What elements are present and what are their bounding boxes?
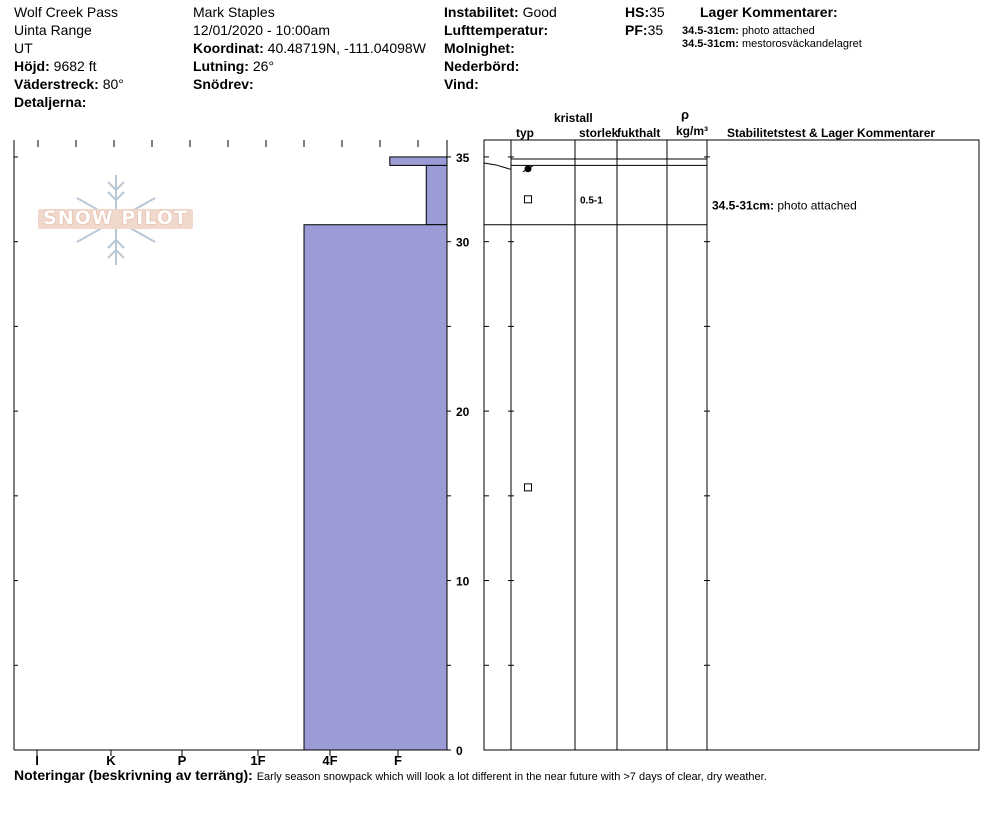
hardness-label-P: P <box>178 753 187 768</box>
layer-comments-title: Lager Kommentarer: <box>700 4 838 20</box>
col-size: storlek <box>579 126 619 140</box>
depth-label-30: 30 <box>456 236 470 250</box>
stability-comment-0: 34.5-31cm: photo attached <box>712 198 857 212</box>
layer-bar-2 <box>303 224 448 751</box>
drift: Snödrev: <box>193 76 254 92</box>
slope: Lutning: 26° <box>193 58 274 74</box>
range: Uinta Range <box>14 22 92 38</box>
coord-value: 40.48719N, -111.04098W <box>267 40 426 56</box>
slope-value: 26° <box>252 58 275 74</box>
notes-label: Noteringar (beskrivning av terräng): <box>14 767 253 783</box>
stability: Instabilitet: Good <box>444 4 557 20</box>
elevation-value: 9682 ft <box>53 58 97 74</box>
hs-value: 35 <box>649 4 665 20</box>
hardness-label-I: I <box>35 753 39 768</box>
layer-bar-1 <box>425 164 448 226</box>
notes-text: Early season snowpack which will look a … <box>256 771 767 783</box>
elevation: Höjd: 9682 ft <box>14 58 96 74</box>
hardness-label-1F: 1F <box>250 753 265 768</box>
hs: HS:35 <box>625 4 665 20</box>
col-type: typ <box>516 126 534 140</box>
pf: PF:35 <box>625 22 663 38</box>
aspect-label: Väderstreck: <box>14 76 99 92</box>
depth-label-10: 10 <box>456 575 470 589</box>
airtemp-label: Lufttemperatur: <box>444 22 549 38</box>
logo-text: SNOW PILOT <box>43 207 188 229</box>
wind: Vind: <box>444 76 479 92</box>
hs-label: HS: <box>625 4 650 20</box>
col-crystal: kristall <box>554 111 593 125</box>
layer-comment-1: 34.5-31cm: photo attached <box>682 25 815 38</box>
stability-comment-range: 34.5-31cm: <box>712 198 777 212</box>
layer-comment-1-text: photo attached <box>741 25 815 37</box>
air-temp: Lufttemperatur: <box>444 22 548 38</box>
coordinates: Koordinat: 40.48719N, -111.04098W <box>193 40 426 56</box>
layer-comment-2: 34.5-31cm: mestorosväckandelagret <box>682 38 862 51</box>
col-density-unit: kg/m³ <box>676 124 709 138</box>
slope-label: Lutning: <box>193 58 249 74</box>
elevation-label: Höjd: <box>14 58 50 74</box>
coord-label: Koordinat: <box>193 40 264 56</box>
col-moisture: fukthalt <box>617 126 661 140</box>
col-density-symbol: ρ <box>681 107 690 122</box>
layer-comment-2-text: mestorosväckandelagret <box>741 38 862 50</box>
observer: Mark Staples <box>193 4 275 20</box>
stability-comment-text: photo attached <box>777 198 856 212</box>
pf-label: PF: <box>625 22 648 38</box>
depth-label-0: 0 <box>456 744 463 758</box>
stability-value: Good <box>522 4 557 20</box>
layer-connector-top <box>483 162 512 170</box>
depth-label-20: 20 <box>456 405 470 419</box>
grain-square-icon <box>524 483 532 492</box>
drift-label: Snödrev: <box>193 76 254 92</box>
col-stability-comments: Stabilitetstest & Lager Kommentarer <box>727 126 936 140</box>
grain-rounded-slash-icon <box>522 165 534 173</box>
precip-label: Nederbörd: <box>444 58 520 74</box>
state: UT <box>14 40 33 56</box>
depth-label-35: 35 <box>456 151 470 165</box>
datetime: 12/01/2020 - 10:00am <box>193 22 330 38</box>
grain-table-frame <box>483 139 980 751</box>
details-label: Detaljerna: <box>14 94 87 110</box>
aspect-value: 80° <box>102 76 124 92</box>
precipitation: Nederbörd: <box>444 58 519 74</box>
aspect: Väderstreck: 80° <box>14 76 124 92</box>
grain-square-icon <box>524 195 532 204</box>
notes: Noteringar (beskrivning av terräng): Ear… <box>14 767 767 783</box>
wind-label: Vind: <box>444 76 479 92</box>
layer-bar-0 <box>389 156 448 166</box>
hardness-label-4F: 4F <box>322 753 337 768</box>
hardness-label-K: K <box>106 753 116 768</box>
snowpilot-logo: SNOW PILOT <box>38 172 193 268</box>
stability-label: Instabilitet: <box>444 4 519 20</box>
clouds-label: Molnighet: <box>444 40 515 56</box>
clouds: Molnighet: <box>444 40 515 56</box>
details: Detaljerna: <box>14 94 86 110</box>
hardness-label-F: F <box>394 753 402 768</box>
grain-size-label: 0.5-1 <box>580 195 603 206</box>
location: Wolf Creek Pass <box>14 4 118 20</box>
layer-comment-2-range: 34.5-31cm: <box>682 38 739 50</box>
pf-value: 35 <box>647 22 664 38</box>
layer-comment-1-range: 34.5-31cm: <box>682 25 739 37</box>
